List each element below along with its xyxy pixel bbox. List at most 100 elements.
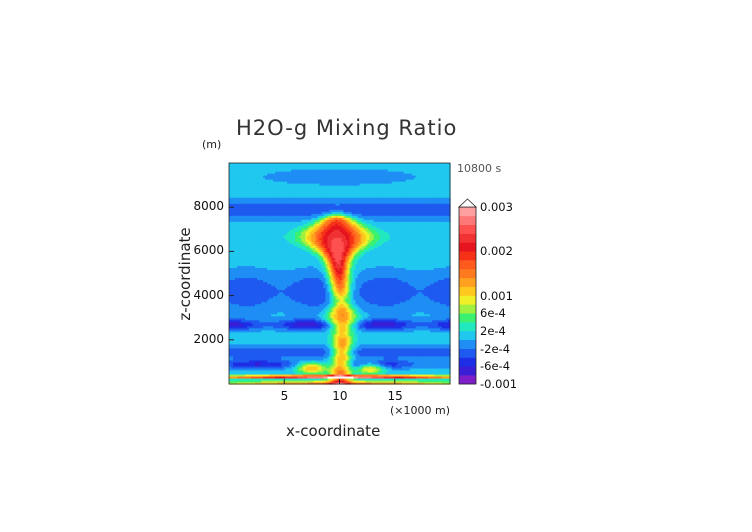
heatmap-cell — [229, 339, 232, 343]
heatmap-cell — [245, 353, 248, 357]
heatmap-cell — [267, 361, 270, 365]
heatmap-cell — [281, 303, 284, 307]
heatmap-cell — [249, 255, 252, 259]
heatmap-cell — [267, 323, 270, 327]
heatmap-cell — [239, 257, 242, 261]
heatmap-cell — [279, 237, 282, 240]
heatmap-cell — [247, 201, 250, 204]
heatmap-cell — [249, 285, 252, 289]
heatmap-cell — [235, 325, 238, 329]
heatmap-cell — [267, 263, 270, 267]
heatmap-cell — [259, 237, 262, 240]
heatmap-cell — [271, 265, 274, 269]
heatmap-cell — [239, 345, 242, 349]
heatmap-cell — [243, 285, 246, 289]
heatmap-cell — [253, 337, 256, 341]
heatmap-cell — [263, 181, 266, 184]
heatmap-cell — [239, 335, 242, 339]
heatmap-cell — [275, 191, 278, 194]
heatmap-cell — [231, 209, 234, 212]
heatmap-cell — [253, 305, 256, 309]
heatmap-cell — [277, 253, 280, 257]
heatmap-cell — [257, 229, 260, 232]
heatmap-cell — [243, 203, 246, 206]
heatmap-cell — [235, 217, 238, 220]
heatmap-cell — [257, 291, 260, 295]
heatmap-cell — [277, 229, 280, 232]
heatmap-cell — [229, 239, 232, 242]
heatmap-cell — [255, 237, 258, 240]
heatmap-cell — [241, 231, 244, 234]
heatmap-cell — [259, 227, 262, 230]
heatmap-cell — [233, 371, 236, 375]
heatmap-cell — [249, 331, 252, 335]
heatmap-cell — [245, 313, 248, 317]
heatmap-cell — [239, 375, 242, 379]
heatmap-cell — [247, 305, 250, 309]
heatmap-cell — [253, 317, 256, 321]
heatmap-cell — [263, 293, 266, 297]
heatmap-cell — [255, 287, 258, 291]
heatmap-cell — [237, 329, 240, 333]
heatmap-cell — [255, 335, 258, 339]
heatmap-cell — [229, 379, 232, 383]
heatmap-cell — [241, 181, 244, 184]
heatmap-cell — [279, 239, 282, 242]
heatmap-cell — [281, 289, 284, 293]
heatmap-cell — [243, 221, 246, 224]
heatmap-cell — [273, 379, 276, 383]
heatmap-cell — [239, 191, 242, 194]
heatmap-cell — [263, 221, 266, 224]
heatmap-cell — [237, 299, 240, 303]
heatmap-cell — [257, 339, 260, 343]
heatmap-cell — [271, 277, 274, 281]
heatmap-cell — [239, 207, 242, 210]
heatmap-cell — [251, 167, 254, 170]
heatmap-cell — [259, 343, 262, 347]
heatmap-cell — [247, 195, 250, 198]
heatmap-cell — [241, 325, 244, 329]
heatmap-cell — [229, 275, 232, 279]
heatmap-cell — [249, 193, 252, 196]
heatmap-cell — [235, 233, 238, 236]
heatmap-cell — [235, 193, 238, 196]
heatmap-cell — [255, 315, 258, 319]
heatmap-cell — [253, 261, 256, 265]
heatmap-cell — [267, 343, 270, 347]
heatmap-cell — [253, 339, 256, 343]
heatmap-cell — [279, 171, 282, 174]
heatmap-cell — [263, 339, 266, 343]
heatmap-cell — [237, 195, 240, 198]
heatmap-cell — [247, 289, 250, 293]
heatmap-cell — [231, 283, 234, 287]
heatmap-cell — [265, 235, 268, 238]
heatmap-cell — [231, 371, 234, 375]
heatmap-cell — [277, 315, 280, 319]
heatmap-cell — [251, 333, 254, 337]
heatmap-cell — [235, 277, 238, 281]
heatmap-cell — [271, 169, 274, 172]
heatmap-cell — [261, 347, 264, 351]
heatmap-cell — [229, 175, 232, 178]
heatmap-cell — [229, 351, 232, 355]
heatmap-cell — [243, 369, 246, 373]
heatmap-cell — [235, 349, 238, 353]
heatmap-cell — [249, 335, 252, 339]
heatmap-cell — [267, 219, 270, 222]
heatmap-cell — [253, 279, 256, 283]
heatmap-cell — [277, 361, 280, 365]
heatmap-cell — [243, 351, 246, 355]
heatmap-cell — [235, 199, 238, 202]
heatmap-cell — [247, 165, 250, 168]
heatmap-cell — [229, 317, 232, 321]
heatmap-cell — [253, 177, 256, 180]
heatmap-cell — [263, 331, 266, 335]
heatmap-cell — [279, 195, 282, 198]
heatmap-cell — [275, 243, 278, 246]
heatmap-cell — [277, 305, 280, 309]
heatmap-cell — [249, 247, 252, 250]
heatmap-cell — [235, 375, 238, 379]
heatmap-cell — [279, 317, 282, 321]
heatmap-cell — [247, 213, 250, 216]
heatmap-cell — [263, 217, 266, 220]
